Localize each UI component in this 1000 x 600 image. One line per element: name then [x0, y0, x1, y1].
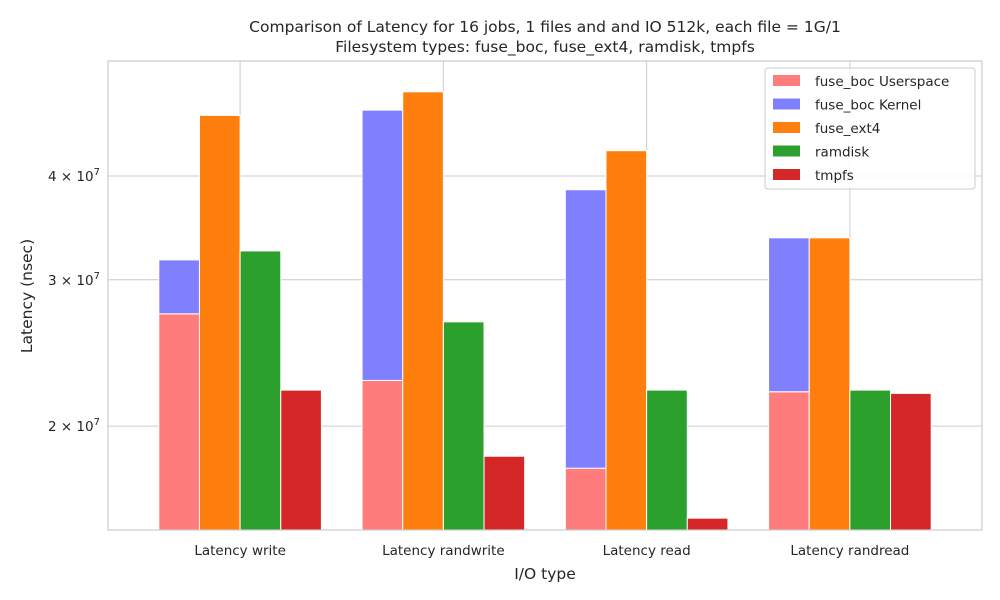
y-tick-label: 3 × 107 [48, 271, 100, 289]
bar-tmpfs-latency-randwrite [483, 455, 526, 531]
legend-label-ramdisk: ramdisk [815, 145, 869, 161]
y-axis-label: Latency (nsec) [18, 239, 36, 353]
x-axis-label: I/O type [514, 565, 576, 583]
bar-fuse-ext4-latency-write [198, 114, 241, 531]
chart-title-line1: Comparison of Latency for 16 jobs, 1 fil… [249, 18, 841, 36]
bar-fuse-boc-userspace-latency-read [564, 467, 607, 531]
bar-fuse-ext4-latency-randread [808, 237, 851, 531]
y-tick-label: 2 × 107 [48, 417, 100, 435]
legend-swatch-ramdisk [773, 145, 800, 157]
legend-swatch-fuse-boc-kernel [773, 98, 800, 110]
bar-ramdisk-latency-write [239, 250, 282, 531]
x-tick-label-latency-write: Latency write [194, 543, 286, 559]
legend-label-fuse-ext4: fuse_ext4 [815, 121, 880, 137]
bar-fuse-boc-userspace-latency-write [158, 313, 200, 531]
bar-fuse-boc-userspace-latency-randread [768, 391, 810, 531]
bar-fuse-ext4-latency-randwrite [402, 91, 444, 531]
plot-frame [107, 60, 983, 531]
bar-fuse-boc-kernel-latency-read [564, 189, 607, 469]
y-tick-label: 4 × 107 [48, 167, 100, 185]
legend-label-tmpfs: tmpfs [815, 168, 854, 184]
x-tick-label-latency-randread: Latency randread [790, 543, 909, 559]
bar-fuse-boc-kernel-latency-randread [768, 237, 810, 393]
bars [158, 91, 932, 531]
legend-swatch-fuse-boc-userspace [773, 75, 800, 86]
x-tick-label-latency-randwrite: Latency randwrite [382, 543, 505, 559]
legend-swatch-tmpfs [773, 169, 800, 180]
y-tick-labels: 2 × 107 3 × 107 4 × 107 [48, 167, 100, 435]
legend-box [764, 67, 976, 190]
bar-tmpfs-latency-read [686, 517, 729, 531]
legend-label-fuse-boc-kernel: fuse_boc Kernel [815, 98, 921, 114]
bar-tmpfs-latency-randread [890, 392, 932, 531]
bar-ramdisk-latency-randread [849, 389, 892, 531]
legend-swatch-fuse-ext4 [773, 122, 800, 133]
chart-title-line2: Filesystem types: fuse_boc, fuse_ext4, r… [335, 38, 755, 57]
legend: fuse_boc Userspace fuse_boc Kernel fuse_ex… [764, 67, 976, 190]
x-tick-labels: Latency write Latency randwrite Latency re… [194, 543, 909, 559]
legend-label-fuse-boc-userspace: fuse_boc Userspace [815, 74, 949, 90]
x-tick-label-latency-read: Latency read [603, 543, 691, 559]
bar-fuse-boc-kernel-latency-write [158, 259, 200, 315]
bar-tmpfs-latency-write [280, 389, 322, 531]
bar-fuse-ext4-latency-read [605, 150, 648, 531]
bar-fuse-boc-userspace-latency-randwrite [361, 379, 404, 531]
bar-ramdisk-latency-randwrite [442, 321, 485, 531]
bar-ramdisk-latency-read [646, 389, 688, 531]
bar-fuse-boc-kernel-latency-randwrite [361, 109, 404, 381]
